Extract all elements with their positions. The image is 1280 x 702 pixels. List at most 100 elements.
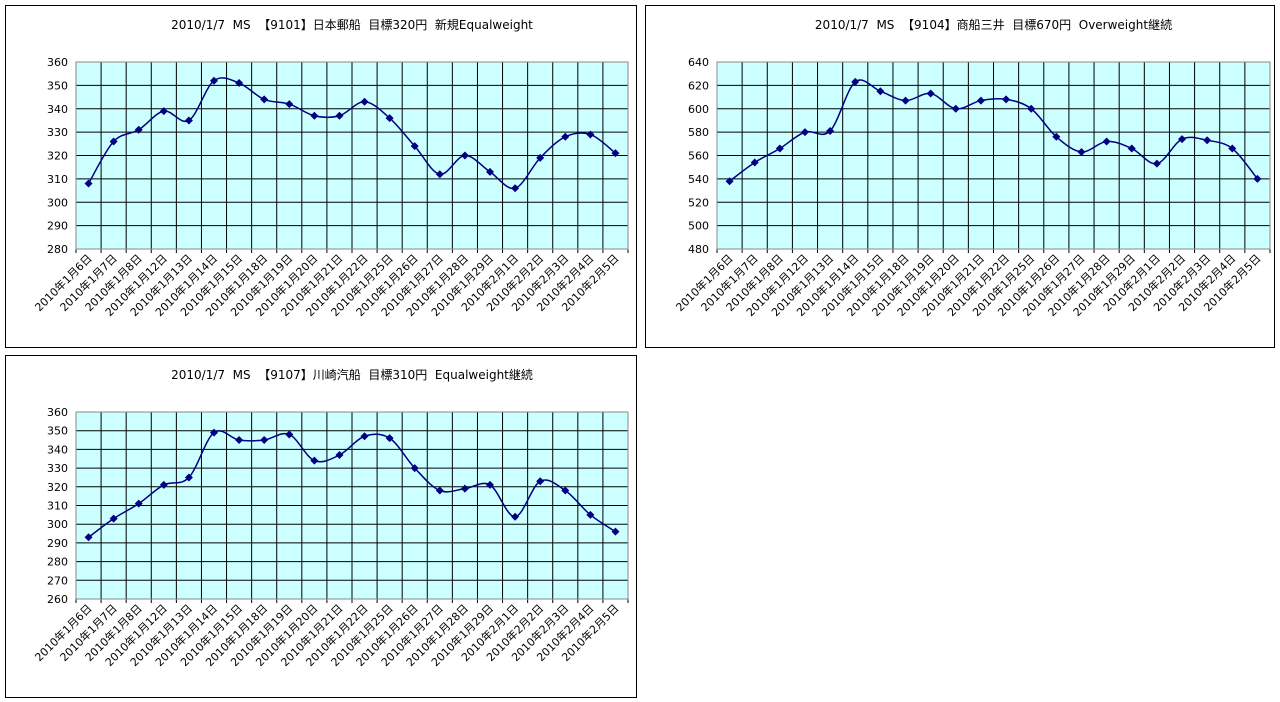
marker xyxy=(1077,147,1086,156)
y-tick-label: 580 xyxy=(688,126,709,139)
marker xyxy=(536,153,545,162)
marker xyxy=(335,111,344,120)
y-tick-label: 330 xyxy=(47,126,68,139)
y-tick-label: 360 xyxy=(47,56,68,69)
y-tick-label: 540 xyxy=(688,173,709,186)
marker xyxy=(901,96,910,105)
marker xyxy=(260,436,269,445)
chart: 2010/1/7 MS 【9104】商船三井 目標670円 Overweight… xyxy=(645,5,1275,348)
marker xyxy=(310,111,319,120)
marker xyxy=(775,144,784,153)
chart-title: 2010/1/7 MS 【9101】日本郵船 目標320円 新規Equalwei… xyxy=(171,17,533,32)
marker xyxy=(159,107,168,116)
marker xyxy=(511,512,520,521)
y-tick-label: 340 xyxy=(47,103,68,116)
marker xyxy=(561,486,570,495)
y-tick-label: 480 xyxy=(688,243,709,256)
y-tick-label: 270 xyxy=(47,574,68,587)
plot-border xyxy=(75,411,629,600)
marker xyxy=(1253,174,1262,183)
marker xyxy=(851,77,860,86)
marker xyxy=(1002,95,1011,104)
y-tick-label: 520 xyxy=(688,196,709,209)
marker xyxy=(1152,159,1161,168)
marker xyxy=(109,514,118,523)
marker xyxy=(1228,144,1237,153)
marker xyxy=(586,130,595,139)
marker xyxy=(435,486,444,495)
y-tick-label: 330 xyxy=(47,462,68,475)
marker xyxy=(976,96,985,105)
marker xyxy=(360,97,369,106)
plot-border xyxy=(75,61,629,250)
marker xyxy=(159,480,168,489)
y-tick-label: 280 xyxy=(47,243,68,256)
marker xyxy=(511,184,520,193)
y-tick-label: 360 xyxy=(47,406,68,419)
marker xyxy=(260,95,269,104)
marker xyxy=(800,128,809,137)
marker xyxy=(486,480,494,489)
chart: 2010/1/7 MS 【9107】川崎汽船 目標310円 Equalweigh… xyxy=(5,355,637,698)
marker xyxy=(586,510,595,519)
y-tick-label: 640 xyxy=(688,56,709,69)
y-tick-label: 350 xyxy=(47,79,68,92)
marker xyxy=(561,132,570,141)
y-tick-label: 500 xyxy=(688,220,709,233)
marker xyxy=(750,158,759,167)
y-tick-label: 320 xyxy=(47,150,68,163)
y-tick-label: 560 xyxy=(688,150,709,163)
marker xyxy=(285,430,294,439)
marker xyxy=(109,137,118,146)
marker xyxy=(210,428,218,437)
marker xyxy=(1127,144,1136,153)
chart: 2010/1/7 MS 【9101】日本郵船 目標320円 新規Equalwei… xyxy=(5,5,637,348)
chart-title: 2010/1/7 MS 【9107】川崎汽船 目標310円 Equalweigh… xyxy=(171,367,533,382)
y-tick-label: 600 xyxy=(688,103,709,116)
marker xyxy=(310,456,319,465)
marker xyxy=(285,100,294,109)
y-tick-label: 350 xyxy=(47,425,68,438)
marker xyxy=(1102,137,1111,146)
marker xyxy=(725,177,734,186)
marker xyxy=(1027,104,1036,113)
marker xyxy=(84,179,93,188)
marker xyxy=(385,114,394,123)
marker xyxy=(84,533,93,542)
marker xyxy=(536,477,545,486)
marker xyxy=(826,126,835,135)
y-tick-label: 290 xyxy=(47,537,68,550)
marker xyxy=(611,149,620,158)
plot-border xyxy=(716,61,1271,250)
marker xyxy=(385,434,394,443)
marker xyxy=(410,142,419,151)
y-tick-label: 320 xyxy=(47,481,68,494)
y-tick-label: 310 xyxy=(47,500,68,513)
marker xyxy=(1178,135,1187,144)
marker xyxy=(134,499,143,508)
marker xyxy=(184,473,193,482)
marker xyxy=(486,167,494,176)
y-tick-label: 300 xyxy=(47,518,68,531)
marker xyxy=(951,104,960,113)
marker xyxy=(235,436,244,445)
marker xyxy=(235,79,244,88)
marker xyxy=(460,484,469,493)
y-tick-label: 290 xyxy=(47,220,68,233)
marker xyxy=(410,464,419,473)
line-series xyxy=(88,430,616,538)
marker xyxy=(134,125,143,134)
marker xyxy=(611,527,620,536)
marker xyxy=(184,116,193,125)
marker xyxy=(360,432,369,441)
chart-title: 2010/1/7 MS 【9104】商船三井 目標670円 Overweight… xyxy=(815,17,1172,32)
marker xyxy=(435,170,444,179)
y-tick-label: 280 xyxy=(47,556,68,569)
marker xyxy=(1203,136,1212,145)
marker xyxy=(210,76,218,85)
marker xyxy=(1052,132,1061,141)
y-tick-label: 300 xyxy=(47,196,68,209)
line-series xyxy=(87,77,616,190)
marker xyxy=(926,89,935,98)
